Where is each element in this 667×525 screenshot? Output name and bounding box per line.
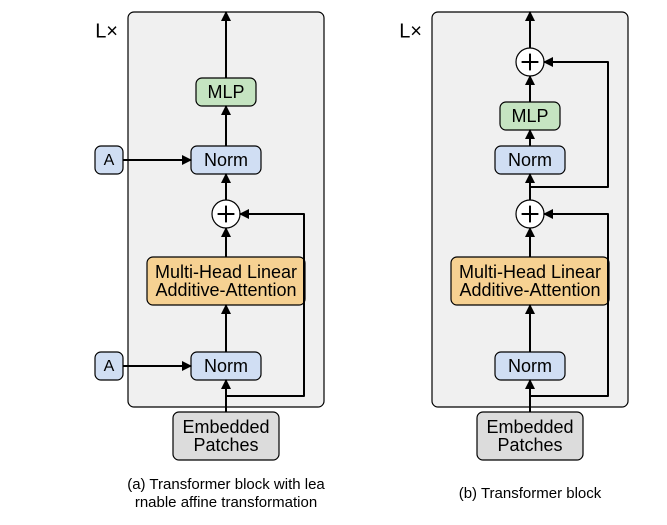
caption-a-l2: rnable affine transformation — [135, 494, 317, 511]
attention-b-l2: Additive-Attention — [459, 280, 600, 300]
embedded-patches-a-l1: Embedded — [182, 417, 269, 437]
embedded-patches-a-l2: Patches — [193, 435, 258, 455]
norm2-b-label: Norm — [508, 150, 552, 170]
norm2-a-label: Norm — [204, 150, 248, 170]
norm1-a-label: Norm — [204, 356, 248, 376]
embedded-patches-b-l2: Patches — [497, 435, 562, 455]
attention-b-l1: Multi-Head Linear — [459, 262, 601, 282]
lx-label-a: L× — [95, 20, 118, 42]
caption-a-l1: (a) Transformer block with lea — [127, 476, 325, 493]
norm1-b-label: Norm — [508, 356, 552, 376]
a-box-2-label: A — [104, 152, 115, 169]
caption-b: (b) Transformer block — [459, 485, 602, 502]
a-box-1-label: A — [104, 358, 115, 375]
attention-a-l1: Multi-Head Linear — [155, 262, 297, 282]
embedded-patches-b-l1: Embedded — [486, 417, 573, 437]
attention-a-l2: Additive-Attention — [155, 280, 296, 300]
mlp-a-label: MLP — [207, 82, 244, 102]
lx-label-b: L× — [399, 20, 422, 42]
mlp-b-label: MLP — [511, 106, 548, 126]
